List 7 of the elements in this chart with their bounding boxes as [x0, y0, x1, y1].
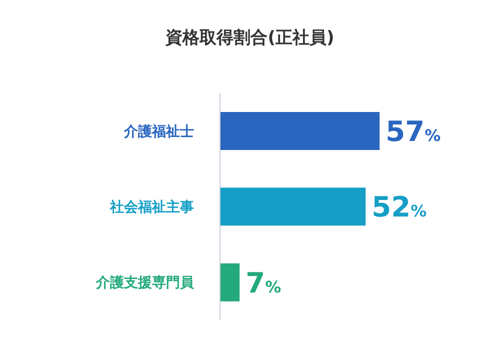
data-label: 52% [372, 190, 427, 224]
y-tick-label: 社会福祉主事 [109, 198, 194, 216]
y-tick-label: 介護福祉士 [123, 122, 194, 140]
y-tick-label: 介護支援専門員 [95, 274, 195, 292]
chart-title: 資格取得割合(正社員) [164, 27, 336, 49]
data-label: 7% [246, 266, 282, 300]
data-label: 57% [386, 115, 441, 148]
